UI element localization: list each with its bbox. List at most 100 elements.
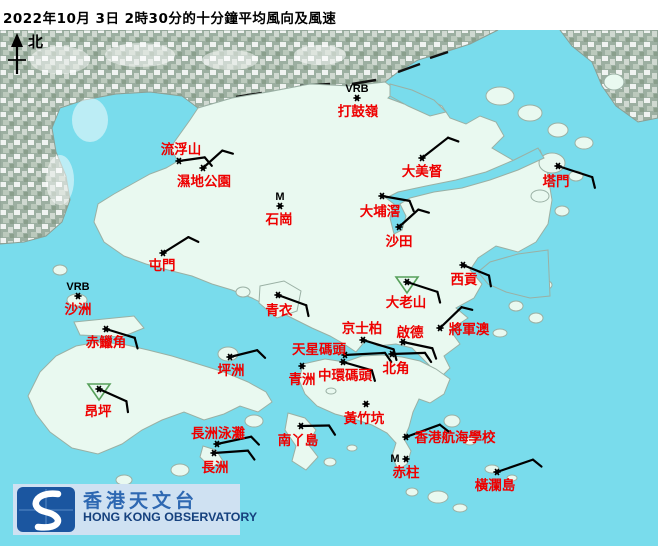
islet [603,73,625,91]
wind-barb-feather [423,351,433,364]
islet [463,436,477,446]
title-band: 2022年10月 3日 2時30分的十分鐘平均風向及風速 [0,0,658,30]
station-大埔滘: 大埔滘 [360,192,415,220]
islet [244,414,264,428]
station-西貢: 西貢 [451,261,492,288]
station-label: 打鼓嶺 [338,103,379,120]
hill-station-triangle-icon [394,276,420,295]
station-香港航海學校: 香港航海學校 [402,423,496,446]
station-長洲: 長洲 [202,449,256,476]
station-沙洲: VRB 沙洲 [65,281,92,318]
wind-barb-feather [125,400,130,414]
wind-barb-feather [438,423,450,433]
wind-barb-staff [215,435,253,446]
islet [52,264,68,276]
islet [346,444,358,452]
wind-barb-feather [408,199,415,213]
wind-barb-feather [591,176,596,189]
station-label: 香港航海學校 [414,429,496,446]
station-flag-VRB: VRB [66,281,89,293]
station-label: 沙田 [386,234,413,250]
islet [405,487,419,497]
wind-barb-feather [436,290,442,304]
station-dot-icon [299,363,305,369]
wind-barb-feather [305,304,310,318]
station-天星碼頭: 天星碼頭 [292,342,393,364]
wind-barb-feather [133,336,139,350]
islet [492,328,508,338]
station-label: 將軍澳 [449,321,490,338]
station-label: 坪洲 [218,363,245,379]
station-label: 青洲 [289,371,316,388]
station-label: 長洲 [202,460,229,476]
station-label: 長洲泳灘 [191,425,245,442]
station-label: 西貢 [451,272,478,288]
station-label: 大老山 [386,294,427,311]
wind-barb-staff [212,449,250,455]
station-青衣: 青衣 [266,291,310,319]
wind-barb-staff [404,423,441,439]
wind-barb-staff [405,280,439,293]
station-北角: 北角 [383,350,433,377]
islet [574,136,594,150]
wind-barb-staff [276,293,308,307]
wind-barb-staff [228,349,259,359]
islet [170,463,190,477]
wind-barb-feather [487,274,492,288]
hko-logo-bar: 香港天文台 HONG KONG OBSERVATORY [13,484,257,535]
wind-barb-staff [461,263,491,277]
islet [452,503,468,513]
station-塔門: 塔門 [543,162,596,190]
islet [485,86,515,106]
wind-barb-feather [446,136,460,143]
station-大老山: 大老山 [386,276,442,311]
station-濕地公園: 濕地公園 [177,149,234,190]
hko-logo-chinese-name: 香港天文台 [83,490,199,512]
station-label: 赤鱲角 [86,334,127,351]
station-將軍澳: 將軍澳 [436,306,490,338]
station-坪洲: 坪洲 [218,349,267,379]
wind-barb-feather [327,424,337,436]
wind-barb-feather [256,349,267,359]
station-label: 塔門 [543,173,570,190]
wind-barb-staff [341,360,373,372]
station-label: 赤柱 [393,464,420,481]
wind-barb-feather [531,458,543,468]
station-大美督: 大美督 [402,136,460,180]
wind-barb-feather [246,449,256,461]
station-label: 流浮山 [161,141,202,158]
wind-barb-staff [495,458,535,474]
station-dot-icon [403,456,409,462]
station-打鼓嶺: VRB 打鼓嶺 [338,83,379,120]
station-label: 屯門 [149,257,176,274]
wind-barb-feather [221,149,234,155]
station-label: 昂坪 [85,404,112,420]
wind-barb-staff [343,351,387,357]
wind-barb-staff [420,136,450,160]
station-流浮山: 流浮山 [161,141,213,167]
station-橫瀾島: 橫瀾島 [475,458,543,494]
station-赤鱲角: 赤鱲角 [86,325,139,351]
station-京士柏: 京士柏 [342,320,398,362]
islet [528,312,544,324]
islet [508,300,524,312]
islet [235,286,251,298]
islet [325,387,337,395]
station-label: 南丫島 [278,432,319,449]
station-label: 大埔滘 [360,203,401,220]
station-青洲: 青洲 [289,362,316,388]
wind-barb-feather [250,435,260,446]
station-赤柱: M赤柱 [390,453,420,481]
north-label: 北 [28,33,43,51]
station-dot-icon [75,293,81,299]
islet [547,122,569,138]
station-昂坪: 昂坪 [85,383,130,420]
station-label: 京士柏 [342,320,383,337]
station-中環碼頭: 中環碼頭 [318,358,376,384]
station-dot-icon [277,203,283,209]
wind-barb-staff [104,327,136,339]
wind-barb-staff [97,387,128,403]
